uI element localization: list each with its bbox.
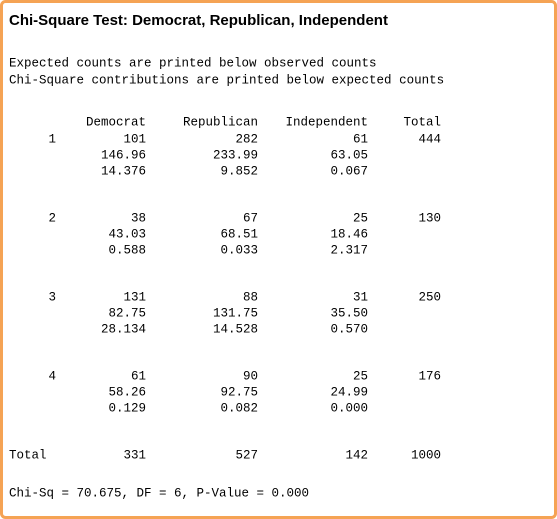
expected-count: 43.03 [108,227,146,241]
column-header: Total [403,115,441,129]
expected-count: 58.26 [108,385,146,399]
expected-count: 146.96 [101,148,146,162]
observed-count: 176 [418,369,441,383]
column-header: Democrat [86,115,146,129]
total-count: 527 [235,448,258,462]
output-title: Chi-Square Test: Democrat, Republican, I… [9,12,388,29]
observed-count: 38 [131,211,146,225]
expected-count: 24.99 [330,385,368,399]
chi-square-contribution: 28.134 [101,322,146,336]
test-result: Chi-Sq = 70.675, DF = 6, P-Value = 0.000 [9,486,309,500]
row-label: 3 [48,290,56,304]
note: Chi-Square contributions are printed bel… [9,73,444,87]
chi-square-contribution: 0.129 [108,401,146,415]
observed-count: 25 [353,211,368,225]
row-label: 1 [48,132,56,146]
chi-square-contribution: 0.570 [330,322,368,336]
chi-square-contribution: 0.067 [330,164,368,178]
total-count: 1000 [411,448,441,462]
row-label: 2 [48,211,56,225]
chi-square-contribution: 14.376 [101,164,146,178]
chi-square-contribution: 9.852 [220,164,258,178]
total-count: 142 [345,448,368,462]
observed-count: 250 [418,290,441,304]
expected-count: 131.75 [213,306,258,320]
observed-count: 61 [353,132,368,146]
chi-square-contribution: 0.000 [330,401,368,415]
observed-count: 90 [243,369,258,383]
expected-count: 18.46 [330,227,368,241]
observed-count: 444 [418,132,441,146]
expected-count: 68.51 [220,227,258,241]
expected-count: 233.99 [213,148,258,162]
observed-count: 130 [418,211,441,225]
chi-square-contribution: 14.528 [213,322,258,336]
observed-count: 31 [353,290,368,304]
observed-count: 131 [123,290,146,304]
chi-square-contribution: 0.588 [108,243,146,257]
expected-count: 35.50 [330,306,368,320]
observed-count: 25 [353,369,368,383]
chi-square-contribution: 2.317 [330,243,368,257]
observed-count: 282 [235,132,258,146]
chi-square-contribution: 0.033 [220,243,258,257]
column-header: Republican [183,115,258,129]
note: Expected counts are printed below observ… [9,56,377,70]
row-label: 4 [48,369,56,383]
observed-count: 67 [243,211,258,225]
chi-square-contribution: 0.082 [220,401,258,415]
observed-count: 61 [131,369,146,383]
total-count: 331 [123,448,146,462]
observed-count: 88 [243,290,258,304]
expected-count: 82.75 [108,306,146,320]
row-label: Total [9,448,47,462]
observed-count: 101 [123,132,146,146]
expected-count: 92.75 [220,385,258,399]
column-header: Independent [285,115,368,129]
expected-count: 63.05 [330,148,368,162]
